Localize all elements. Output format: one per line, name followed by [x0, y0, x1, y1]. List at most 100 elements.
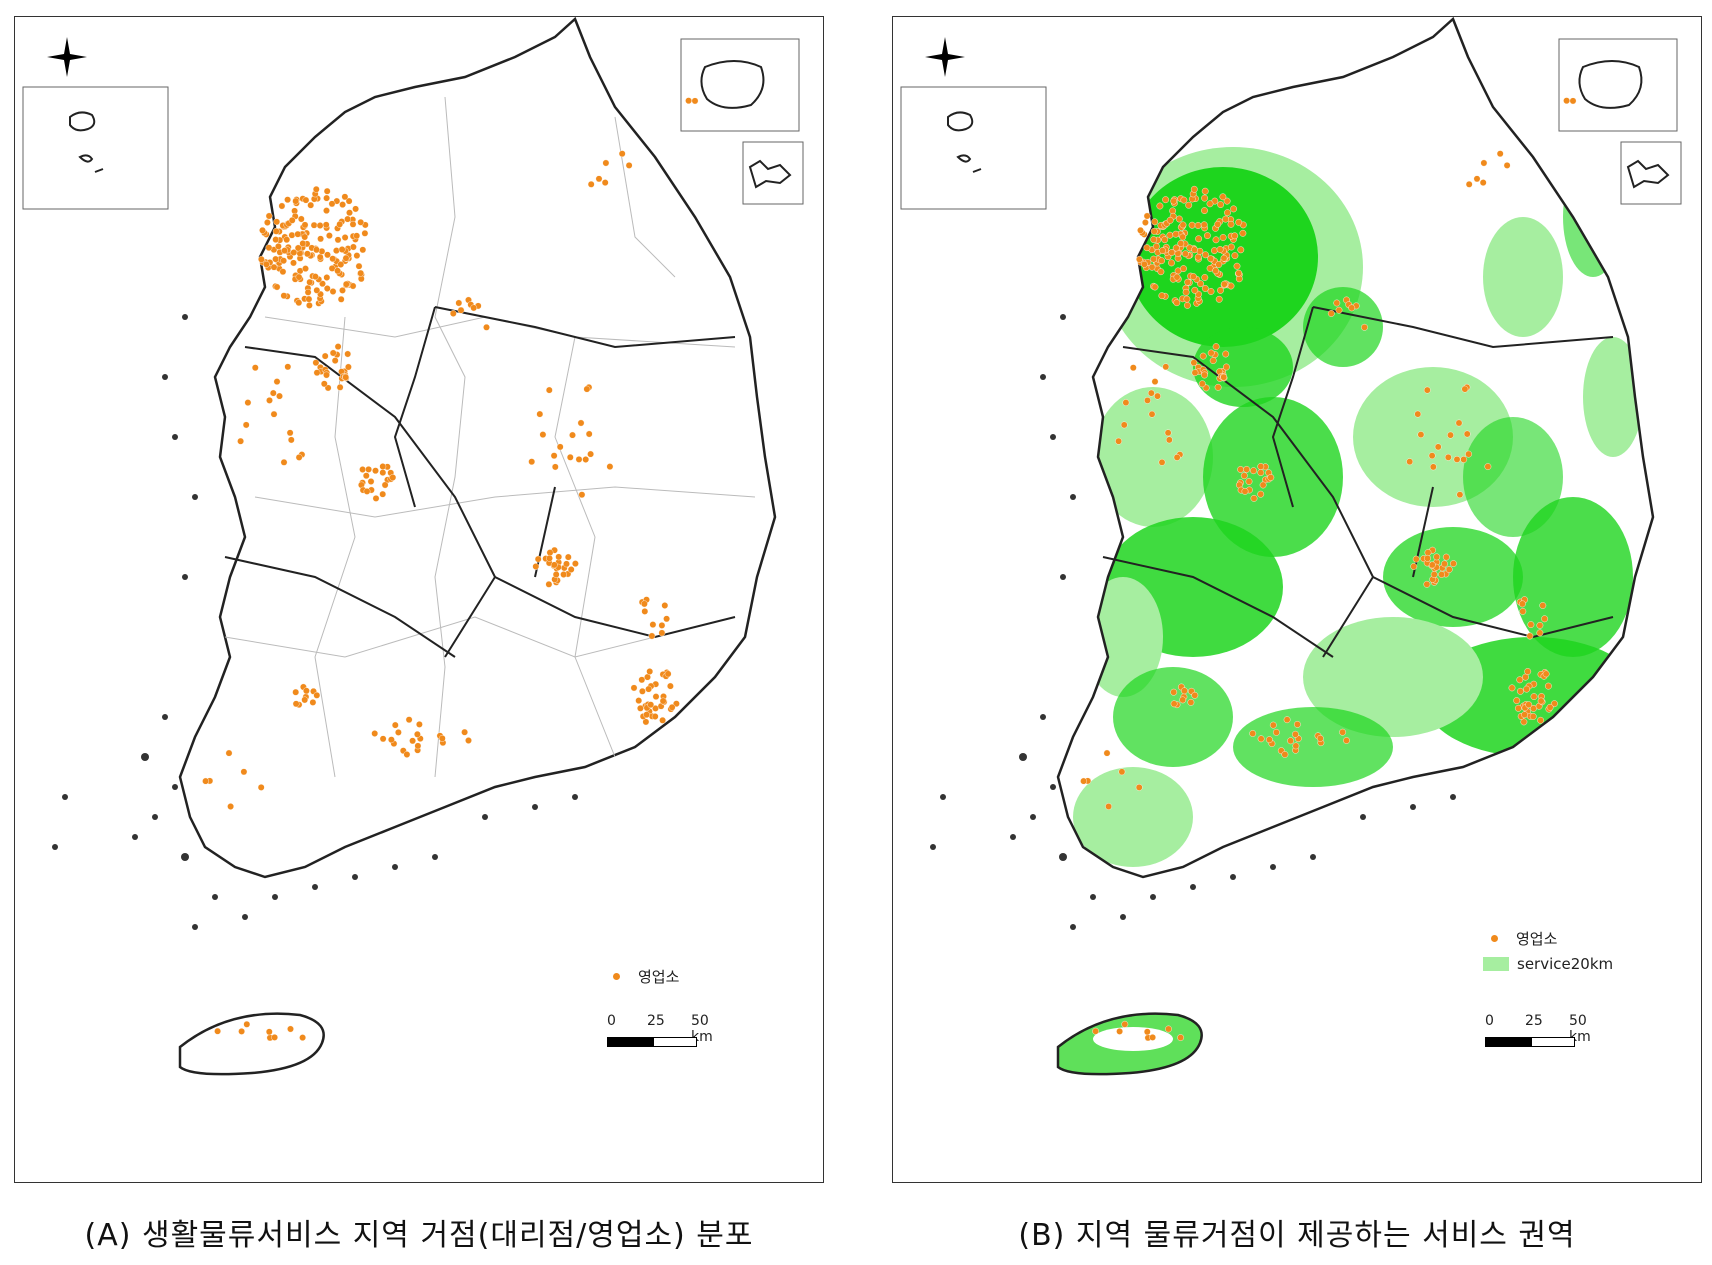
office-point [357, 275, 365, 283]
north-arrow-icon [47, 37, 87, 77]
office-point [332, 247, 340, 255]
office-point [1292, 742, 1300, 750]
office-point [1135, 255, 1143, 263]
office-point [1455, 419, 1463, 427]
office-point [1250, 467, 1257, 475]
office-point [1524, 668, 1532, 675]
office-point [273, 378, 281, 385]
office-point [1190, 359, 1198, 367]
office-point [1212, 267, 1219, 275]
office-point [1182, 288, 1190, 296]
office-point [257, 784, 265, 791]
office-point [1257, 735, 1265, 743]
office-point [1456, 491, 1464, 499]
map-canvas-a [22, 17, 804, 1076]
office-point [405, 716, 413, 724]
office-point [1233, 262, 1241, 270]
office-point [585, 430, 593, 438]
coastal-islands-a [52, 314, 578, 930]
office-point [1189, 273, 1197, 280]
office-point [1172, 244, 1180, 252]
office-point [324, 251, 331, 259]
office-point [1080, 777, 1088, 785]
office-point [1154, 392, 1161, 400]
office-point [635, 697, 643, 704]
office-point [257, 255, 265, 263]
office-point [290, 249, 298, 256]
office-point [328, 200, 336, 208]
office-point [237, 437, 245, 445]
office-point [1537, 716, 1544, 724]
office-point [334, 267, 341, 275]
office-point [329, 255, 337, 263]
office-point [1184, 278, 1192, 286]
office-point [359, 246, 367, 254]
office-point [1150, 255, 1157, 263]
office-point [359, 466, 366, 473]
legend-b: 영업소 service20km [1483, 925, 1613, 977]
map-panel-b: 영업소 service20km 0 25 50 km [892, 16, 1702, 1183]
office-point [1267, 474, 1275, 481]
office-point [1201, 274, 1209, 281]
office-point [1424, 549, 1432, 556]
office-point [379, 463, 387, 470]
office-point [284, 196, 291, 204]
office-point [272, 227, 280, 235]
office-point [1465, 450, 1472, 458]
office-point [272, 236, 280, 244]
office-point [645, 685, 652, 693]
office-point [302, 196, 310, 204]
office-point [345, 197, 353, 205]
office-point [667, 682, 674, 690]
office-point [1122, 399, 1130, 406]
office-point [1209, 357, 1217, 364]
office-point [313, 369, 321, 377]
office-point [668, 703, 676, 711]
office-point [1177, 240, 1185, 247]
office-point [685, 97, 692, 105]
office-point [638, 676, 646, 684]
legend-a: 영업소 [605, 963, 679, 989]
office-point [1201, 194, 1208, 202]
legend-item-service-area: service20km [1483, 951, 1613, 977]
office-point [313, 246, 320, 254]
office-point [409, 737, 416, 745]
office-point [270, 410, 278, 418]
office-point [379, 469, 387, 476]
office-point [357, 218, 365, 226]
office-point [1185, 201, 1193, 209]
office-point [587, 450, 594, 458]
office-point [1201, 285, 1209, 292]
office-point [550, 452, 558, 460]
office-point [1417, 431, 1425, 438]
office-point [641, 608, 649, 615]
office-point [1141, 219, 1149, 226]
office-point [1177, 1034, 1184, 1041]
office-point [1223, 197, 1231, 205]
office-point [1569, 97, 1577, 105]
office-point [1539, 602, 1547, 609]
office-point [1157, 268, 1165, 276]
office-point [455, 299, 463, 307]
office-point [251, 364, 259, 372]
office-point [1159, 247, 1166, 255]
scale-label-0: 0 [607, 1013, 616, 1029]
office-point [1516, 676, 1524, 684]
office-point [265, 1028, 273, 1036]
office-point [1235, 218, 1243, 226]
office-point [357, 269, 365, 277]
office-point [1179, 221, 1187, 229]
office-point [1215, 295, 1223, 303]
office-point [305, 295, 313, 303]
office-point [1265, 736, 1273, 744]
office-point [283, 236, 291, 244]
office-point [365, 465, 372, 473]
office-point [1412, 555, 1420, 563]
office-point [276, 392, 283, 400]
office-point [1116, 1028, 1124, 1035]
office-point [259, 226, 266, 234]
office-point [1460, 456, 1468, 463]
office-point [1283, 716, 1291, 724]
office-point [1219, 234, 1227, 241]
office-point [273, 283, 281, 291]
